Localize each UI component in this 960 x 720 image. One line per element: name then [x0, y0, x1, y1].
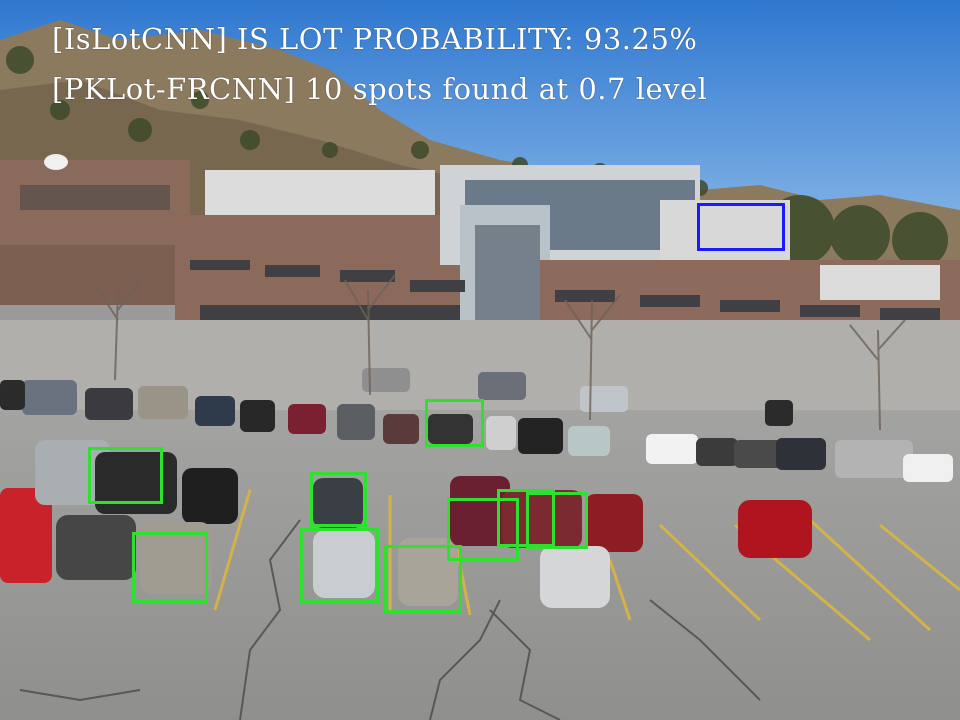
spot-detection-box — [384, 545, 462, 613]
main-building-upper — [205, 170, 435, 220]
parked-cars-back-row — [0, 368, 953, 482]
lot-detection-box — [697, 203, 785, 251]
spot-detection-box — [310, 472, 367, 527]
spots-found-label: [PKLot-FRCNN] 10 spots found at 0.7 leve… — [52, 72, 708, 106]
spot-detection-box — [425, 399, 484, 447]
bare-trees — [94, 274, 906, 431]
parked-cars-front-rows — [0, 440, 812, 608]
spot-detection-box — [132, 532, 208, 603]
is-lot-probability-label: [IsLotCNN] IS LOT PROBABILITY: 93.25% — [52, 22, 698, 56]
pavement-cracks — [19, 519, 761, 720]
spot-detection-box — [526, 492, 588, 549]
satellite-dish — [44, 154, 68, 170]
spot-detection-box — [88, 447, 163, 504]
spot-detection-box — [447, 498, 519, 561]
spot-detection-box — [300, 528, 379, 603]
